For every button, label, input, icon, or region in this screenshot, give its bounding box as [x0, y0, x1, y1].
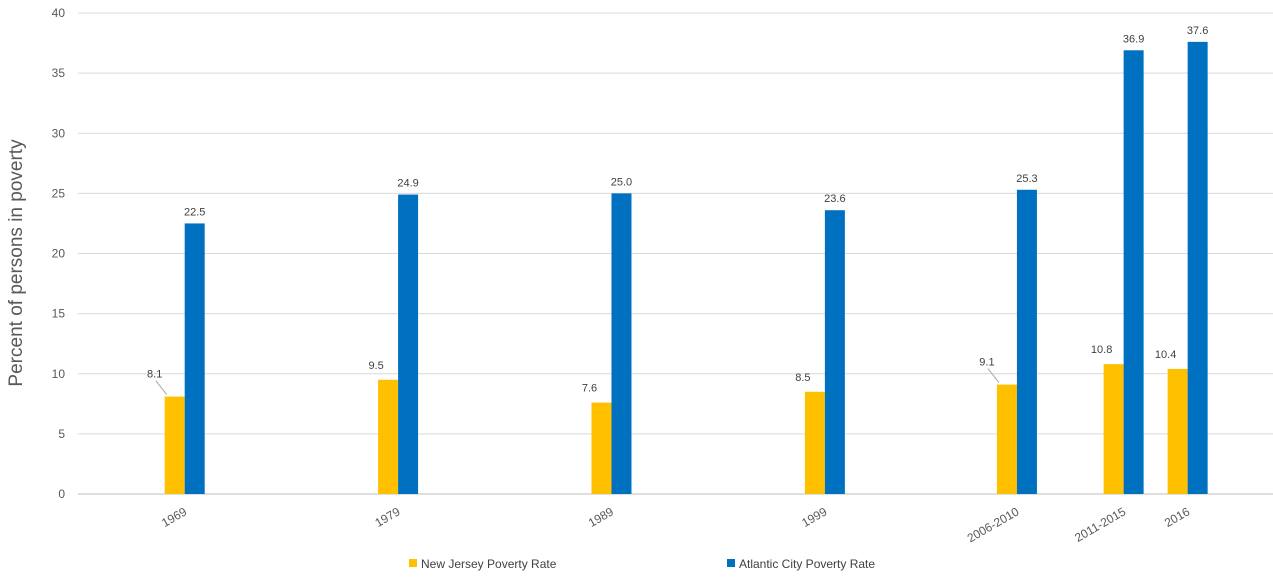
data-label-atlantic-city: 37.6 — [1187, 25, 1208, 37]
bar-atlantic-city — [1016, 189, 1037, 494]
data-label-atlantic-city: 22.5 — [184, 206, 205, 218]
bar-atlantic-city — [611, 193, 632, 494]
data-label-new-jersey: 8.1 — [147, 369, 162, 381]
y-tick-label: 20 — [52, 247, 66, 261]
x-tick-label: 1969 — [159, 504, 189, 530]
y-axis-ticks: 0 5 10 15 20 25 30 35 40 — [52, 6, 66, 501]
legend-swatch-atlantic-city — [727, 559, 735, 567]
y-tick-label: 25 — [52, 186, 66, 200]
y-tick-label: 30 — [52, 126, 66, 140]
label-leader-line — [155, 380, 168, 395]
legend: New Jersey Poverty Rate Atlantic City Pov… — [409, 557, 875, 571]
gridlines — [78, 12, 1273, 495]
bar-new-jersey — [996, 384, 1017, 494]
data-label-new-jersey: 7.6 — [582, 383, 597, 395]
label-leader-lines — [155, 368, 1000, 395]
bar-atlantic-city — [184, 223, 205, 494]
bar-atlantic-city — [1123, 50, 1144, 495]
bars — [164, 41, 1208, 495]
data-label-new-jersey: 10.4 — [1155, 349, 1176, 361]
x-tick-label: 1979 — [372, 504, 402, 530]
x-axis-ticks: 1969 1979 1989 1999 2006-2010 2011-2015 2016 — [159, 504, 1192, 545]
bar-new-jersey — [804, 391, 825, 494]
y-axis-title: Percent of persons in poverty — [6, 139, 27, 387]
y-tick-label: 40 — [52, 6, 66, 20]
bar-atlantic-city — [398, 194, 419, 494]
legend-label-atlantic-city: Atlantic City Poverty Rate — [739, 557, 875, 571]
data-label-atlantic-city: 25.0 — [611, 176, 632, 188]
x-tick-label: 2011-2015 — [1072, 504, 1128, 545]
data-label-atlantic-city: 25.3 — [1016, 173, 1037, 185]
y-tick-label: 35 — [52, 66, 66, 80]
data-label-atlantic-city: 24.9 — [397, 178, 418, 190]
x-tick-label: 2016 — [1162, 504, 1192, 530]
y-tick-label: 5 — [58, 427, 65, 441]
bar-new-jersey — [378, 379, 399, 494]
y-tick-label: 15 — [52, 307, 66, 321]
y-tick-label: 10 — [52, 367, 66, 381]
bar-new-jersey — [164, 396, 185, 494]
data-label-new-jersey: 9.1 — [979, 357, 994, 369]
x-tick-label: 1989 — [586, 504, 616, 530]
data-label-new-jersey: 9.5 — [368, 360, 383, 372]
legend-swatch-new-jersey — [409, 559, 417, 567]
legend-label-new-jersey: New Jersey Poverty Rate — [421, 557, 557, 571]
bar-new-jersey — [1103, 364, 1124, 494]
data-label-new-jersey: 10.8 — [1091, 344, 1112, 356]
y-tick-label: 0 — [58, 487, 65, 501]
x-tick-label: 2006-2010 — [965, 504, 1022, 545]
data-label-atlantic-city: 23.6 — [824, 193, 845, 205]
bar-atlantic-city — [824, 210, 845, 494]
data-label-atlantic-city: 36.9 — [1123, 33, 1144, 45]
x-tick-label: 1999 — [799, 504, 829, 530]
bar-new-jersey — [1167, 368, 1188, 494]
label-leader-line — [987, 368, 1000, 383]
data-label-new-jersey: 8.5 — [795, 372, 810, 384]
bar-new-jersey — [591, 402, 612, 494]
bar-atlantic-city — [1187, 41, 1208, 495]
data-labels: 8.1 22.5 9.5 24.9 7.6 25.0 8.5 23.6 9.1 25.3 10.8 3… — [147, 25, 1208, 395]
